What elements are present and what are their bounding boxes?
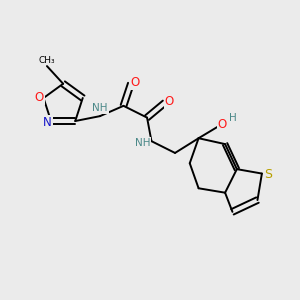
Text: O: O	[164, 95, 174, 108]
Text: S: S	[264, 168, 272, 181]
Text: CH₃: CH₃	[38, 56, 55, 65]
Text: N: N	[43, 116, 52, 129]
Text: H: H	[229, 113, 237, 124]
Text: O: O	[218, 118, 227, 131]
Text: NH: NH	[92, 103, 108, 113]
Text: O: O	[131, 76, 140, 89]
Text: O: O	[34, 91, 44, 104]
Text: NH: NH	[135, 138, 150, 148]
